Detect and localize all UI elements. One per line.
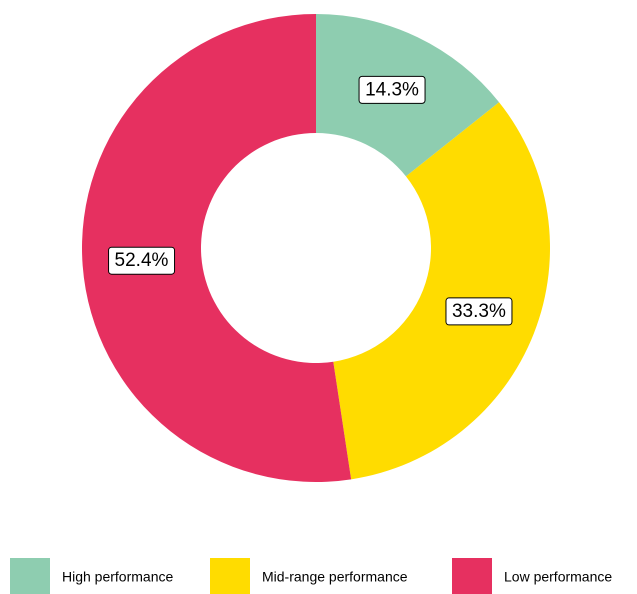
data-label: 33.3% <box>452 301 506 322</box>
donut-slice <box>82 14 352 482</box>
data-label: 52.4% <box>115 250 169 271</box>
legend-swatch <box>10 558 50 594</box>
legend-swatch <box>210 558 250 594</box>
legend-label: High performance <box>62 569 173 585</box>
donut-slice <box>333 102 551 480</box>
label-box <box>358 75 426 104</box>
data-label: 14.3% <box>365 79 419 100</box>
legend-swatch <box>452 558 492 594</box>
label-box <box>445 297 513 326</box>
legend-label: Low performance <box>504 569 612 585</box>
label-box <box>108 246 176 275</box>
legend-label: Mid-range performance <box>262 569 408 585</box>
